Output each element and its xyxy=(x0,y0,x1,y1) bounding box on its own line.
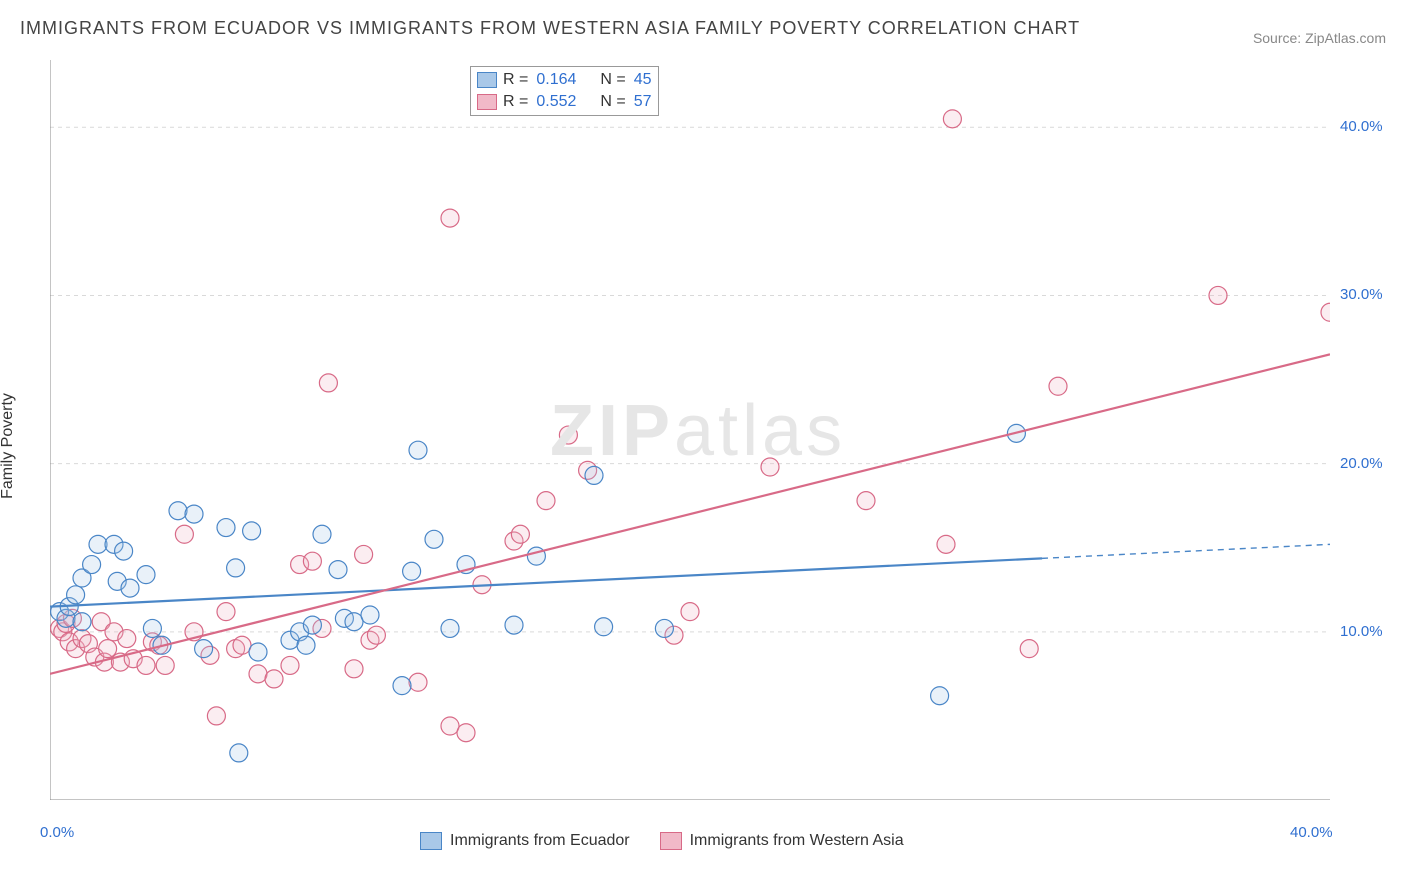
x-tick-0: 0.0% xyxy=(40,824,74,841)
legend-label: Immigrants from Western Asia xyxy=(690,832,904,850)
swatch-icon xyxy=(420,832,442,850)
n-value: 45 xyxy=(634,69,652,91)
legend-item-ecuador: Immigrants from Ecuador xyxy=(420,832,630,850)
n-label: N = xyxy=(600,91,625,113)
y-tick-20: 20.0% xyxy=(1340,455,1383,472)
r-value: 0.164 xyxy=(536,69,576,91)
y-tick-40: 40.0% xyxy=(1340,118,1383,135)
legend-row-ecuador: R = 0.164 N = 45 xyxy=(477,69,652,91)
swatch-icon xyxy=(660,832,682,850)
swatch-icon xyxy=(477,72,497,88)
series-legend: Immigrants from Ecuador Immigrants from … xyxy=(420,832,904,850)
r-label: R = xyxy=(503,91,528,113)
n-label: N = xyxy=(600,69,625,91)
legend-label: Immigrants from Ecuador xyxy=(450,832,630,850)
x-tick-40: 40.0% xyxy=(1290,824,1333,841)
swatch-icon xyxy=(477,94,497,110)
legend-row-western-asia: R = 0.552 N = 57 xyxy=(477,91,652,113)
scatter-plot xyxy=(50,60,1330,800)
chart-container: IMMIGRANTS FROM ECUADOR VS IMMIGRANTS FR… xyxy=(0,0,1406,892)
r-value: 0.552 xyxy=(536,91,576,113)
legend-item-western-asia: Immigrants from Western Asia xyxy=(660,832,904,850)
n-value: 57 xyxy=(634,91,652,113)
r-label: R = xyxy=(503,69,528,91)
y-tick-30: 30.0% xyxy=(1340,286,1383,303)
y-axis-label: Family Poverty xyxy=(0,393,17,499)
correlation-legend: R = 0.164 N = 45 R = 0.552 N = 57 xyxy=(470,66,659,116)
chart-title: IMMIGRANTS FROM ECUADOR VS IMMIGRANTS FR… xyxy=(20,18,1080,39)
y-tick-10: 10.0% xyxy=(1340,623,1383,640)
source-label: Source: ZipAtlas.com xyxy=(1253,30,1386,46)
